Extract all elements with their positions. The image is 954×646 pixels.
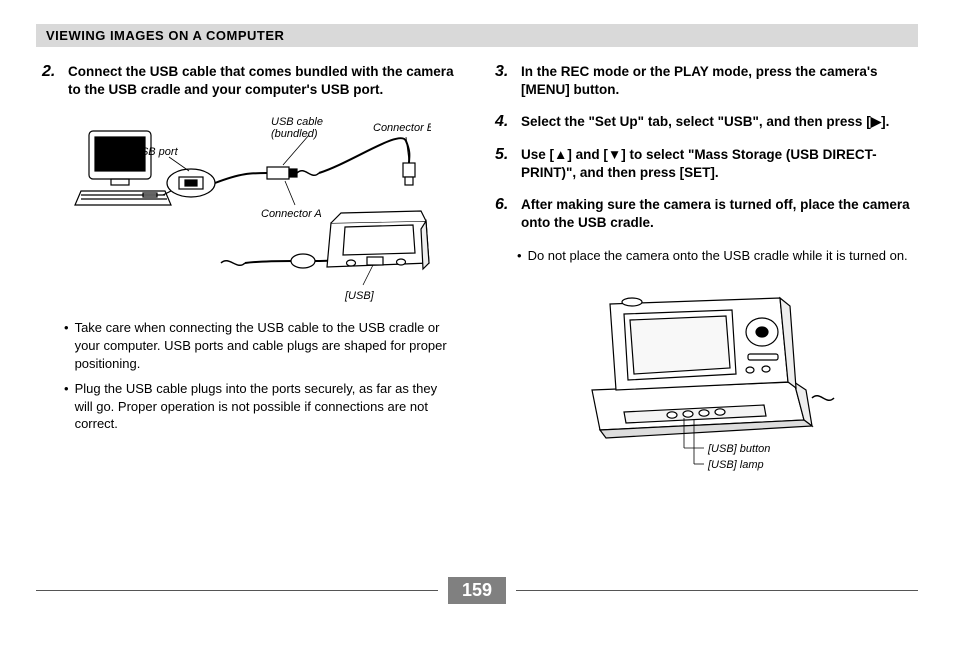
step-4: 4. Select the "Set Up" tab, select "USB"… (489, 113, 918, 131)
page-footer: 159 (36, 577, 918, 604)
step-number: 4. (495, 113, 513, 131)
label-connector-b: Connector B (373, 122, 431, 134)
label-usb-button: [USB] button (707, 443, 770, 455)
step-text: After making sure the camera is turned o… (521, 196, 912, 232)
step-number: 3. (495, 63, 513, 99)
connection-diagram: USB port USB cable (bundled) Connector B… (36, 113, 465, 303)
step-6: 6. After making sure the camera is turne… (489, 196, 918, 232)
label-usb-lamp: [USB] lamp (707, 459, 764, 471)
label-usb-cable-l2: (bundled) (271, 128, 318, 140)
step-number: 2. (42, 63, 60, 99)
footer-rule-left (36, 590, 438, 591)
step-2: 2. Connect the USB cable that comes bund… (36, 63, 465, 99)
bullet-text: Plug the USB cable plugs into the ports … (75, 380, 455, 433)
list-item: • Take care when connecting the USB cabl… (64, 319, 455, 372)
two-column-layout: 2. Connect the USB cable that comes bund… (36, 63, 918, 488)
left-column: 2. Connect the USB cable that comes bund… (36, 63, 465, 488)
right-column: 3. In the REC mode or the PLAY mode, pre… (489, 63, 918, 488)
section-header: VIEWING IMAGES ON A COMPUTER (36, 24, 918, 47)
label-connector-a: Connector A (261, 208, 322, 220)
label-usb-port: USB port (133, 146, 179, 158)
step-number: 5. (495, 146, 513, 182)
step-5: 5. Use [▲] and [▼] to select "Mass Stora… (489, 146, 918, 182)
step-text: Use [▲] and [▼] to select "Mass Storage … (521, 146, 912, 182)
list-item: • Plug the USB cable plugs into the port… (64, 380, 455, 433)
bullet-text: Do not place the camera onto the USB cra… (528, 247, 908, 265)
label-usb-cable-l1: USB cable (271, 116, 323, 128)
bullet-icon: • (517, 247, 522, 265)
step-number: 6. (495, 196, 513, 232)
step-text: In the REC mode or the PLAY mode, press … (521, 63, 912, 99)
bullet-icon: • (64, 380, 69, 433)
right-bullet-list: • Do not place the camera onto the USB c… (489, 247, 918, 265)
cradle-camera-illustration: [USB] button [USB] lamp (554, 272, 854, 472)
list-item: • Do not place the camera onto the USB c… (517, 247, 908, 265)
usb-connection-illustration: USB port USB cable (bundled) Connector B… (71, 113, 431, 303)
step-3: 3. In the REC mode or the PLAY mode, pre… (489, 63, 918, 99)
bullet-text: Take care when connecting the USB cable … (75, 319, 455, 372)
left-bullet-list: • Take care when connecting the USB cabl… (36, 319, 465, 432)
footer-rule-right (516, 590, 918, 591)
manual-page: VIEWING IMAGES ON A COMPUTER 2. Connect … (0, 0, 954, 646)
step-text: Select the "Set Up" tab, select "USB", a… (521, 113, 889, 131)
step-text: Connect the USB cable that comes bundled… (68, 63, 459, 99)
label-usb: [USB] (344, 290, 375, 302)
cradle-diagram: [USB] button [USB] lamp (489, 272, 918, 472)
bullet-icon: • (64, 319, 69, 372)
page-number: 159 (448, 577, 506, 604)
